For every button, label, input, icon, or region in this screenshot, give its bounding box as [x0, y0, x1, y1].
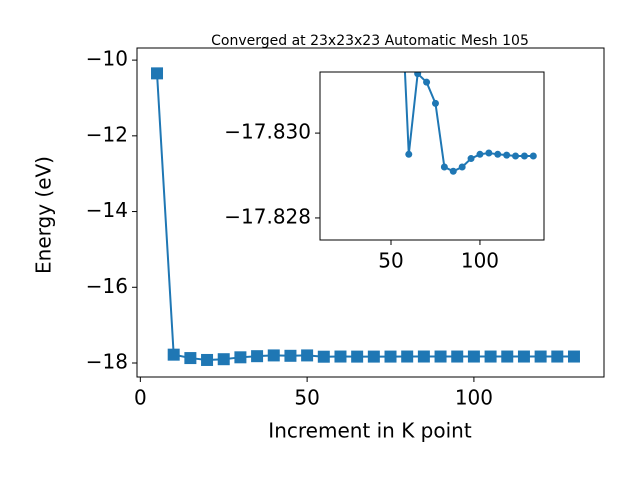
y-tick-label: −17.828 [224, 204, 311, 228]
y-tick-label: −16 [86, 274, 128, 298]
marker [529, 152, 537, 160]
chart-title: Converged at 23x23x23 Automatic Mesh 105 [211, 33, 529, 49]
marker [351, 350, 364, 363]
axes-frame [319, 71, 545, 241]
marker [334, 350, 347, 363]
axes-frame [136, 47, 605, 378]
marker [467, 155, 475, 163]
marker [451, 350, 464, 363]
marker [494, 150, 502, 158]
y-tick-label: −18 [86, 349, 128, 373]
marker [234, 351, 247, 364]
marker [484, 350, 497, 363]
marker [284, 349, 297, 362]
x-tick-label: 100 [461, 249, 499, 273]
x-tick-label: 50 [378, 249, 403, 273]
marker [417, 350, 430, 363]
y-tick-label: −10 [86, 47, 128, 71]
marker [534, 350, 547, 363]
marker [251, 350, 264, 363]
marker [458, 163, 466, 171]
marker [517, 350, 530, 363]
marker [217, 353, 230, 366]
y-tick-label: −17.830 [224, 120, 311, 144]
marker [434, 350, 447, 363]
marker [567, 350, 580, 363]
series-line [403, 72, 534, 173]
marker [431, 99, 439, 107]
y-tick-label: −12 [86, 122, 128, 146]
marker [467, 350, 480, 363]
marker [367, 350, 380, 363]
marker [476, 150, 484, 158]
marker [167, 348, 180, 361]
series-group [151, 67, 580, 366]
y-axis-label: Energy (eV) [32, 156, 56, 274]
marker [301, 349, 314, 362]
marker [503, 151, 511, 159]
marker [520, 152, 528, 160]
marker [384, 350, 397, 363]
x-axis-label: Increment in K point [268, 419, 472, 443]
marker [501, 350, 514, 363]
x-tick-label: 50 [294, 386, 319, 410]
marker [423, 78, 431, 86]
series-group [403, 72, 537, 175]
marker [405, 150, 413, 158]
marker [449, 167, 457, 175]
marker [414, 72, 422, 78]
marker [317, 350, 330, 363]
marker [151, 67, 164, 80]
marker [401, 350, 414, 363]
x-tick-label: 100 [455, 386, 493, 410]
marker [267, 349, 280, 362]
marker [551, 350, 564, 363]
x-tick-label: 0 [134, 386, 147, 410]
marker [485, 149, 493, 157]
marker [512, 152, 520, 160]
y-tick-label: −14 [86, 198, 128, 222]
marker [440, 163, 448, 171]
marker [201, 353, 214, 366]
marker [184, 352, 197, 365]
